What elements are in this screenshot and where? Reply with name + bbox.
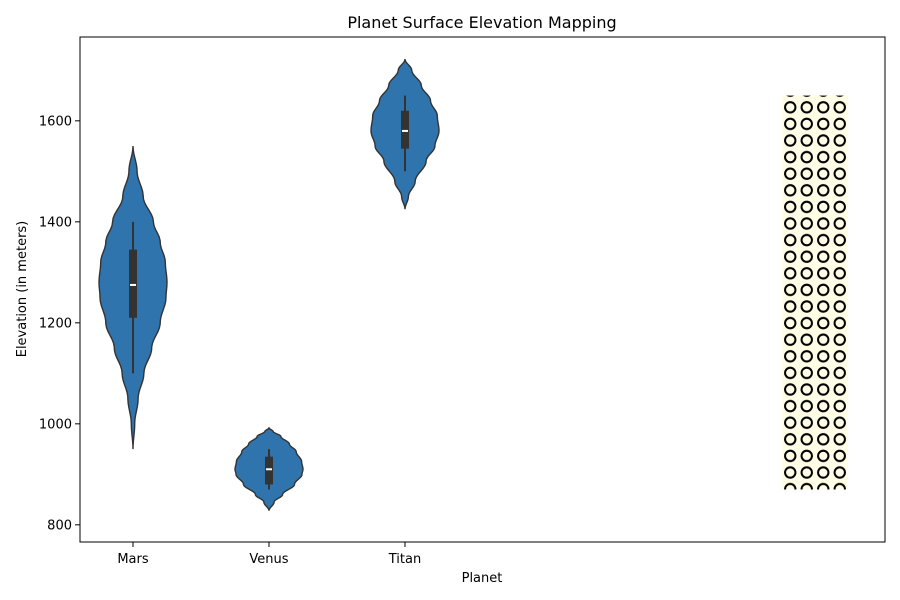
iqr-box-venus (265, 456, 273, 485)
hatched-region (782, 95, 848, 490)
y-axis-label: Elevation (in meters) (15, 221, 30, 358)
x-axis-label: Planet (462, 571, 503, 586)
x-tick-label: Venus (249, 552, 288, 567)
y-tick-label: 1200 (39, 316, 72, 331)
plot-area (98, 59, 848, 511)
y-tick-label: 800 (47, 518, 72, 533)
x-tick-label: Titan (388, 552, 421, 567)
chart-title: Planet Surface Elevation Mapping (347, 13, 616, 32)
iqr-box-titan (401, 110, 409, 149)
y-tick-label: 1600 (39, 114, 72, 129)
iqr-box-mars (129, 249, 137, 318)
y-tick-label: 1400 (39, 215, 72, 230)
axes-frame (79, 36, 886, 543)
x-tick-label: Mars (117, 552, 149, 567)
y-tick-label: 1000 (39, 417, 72, 432)
